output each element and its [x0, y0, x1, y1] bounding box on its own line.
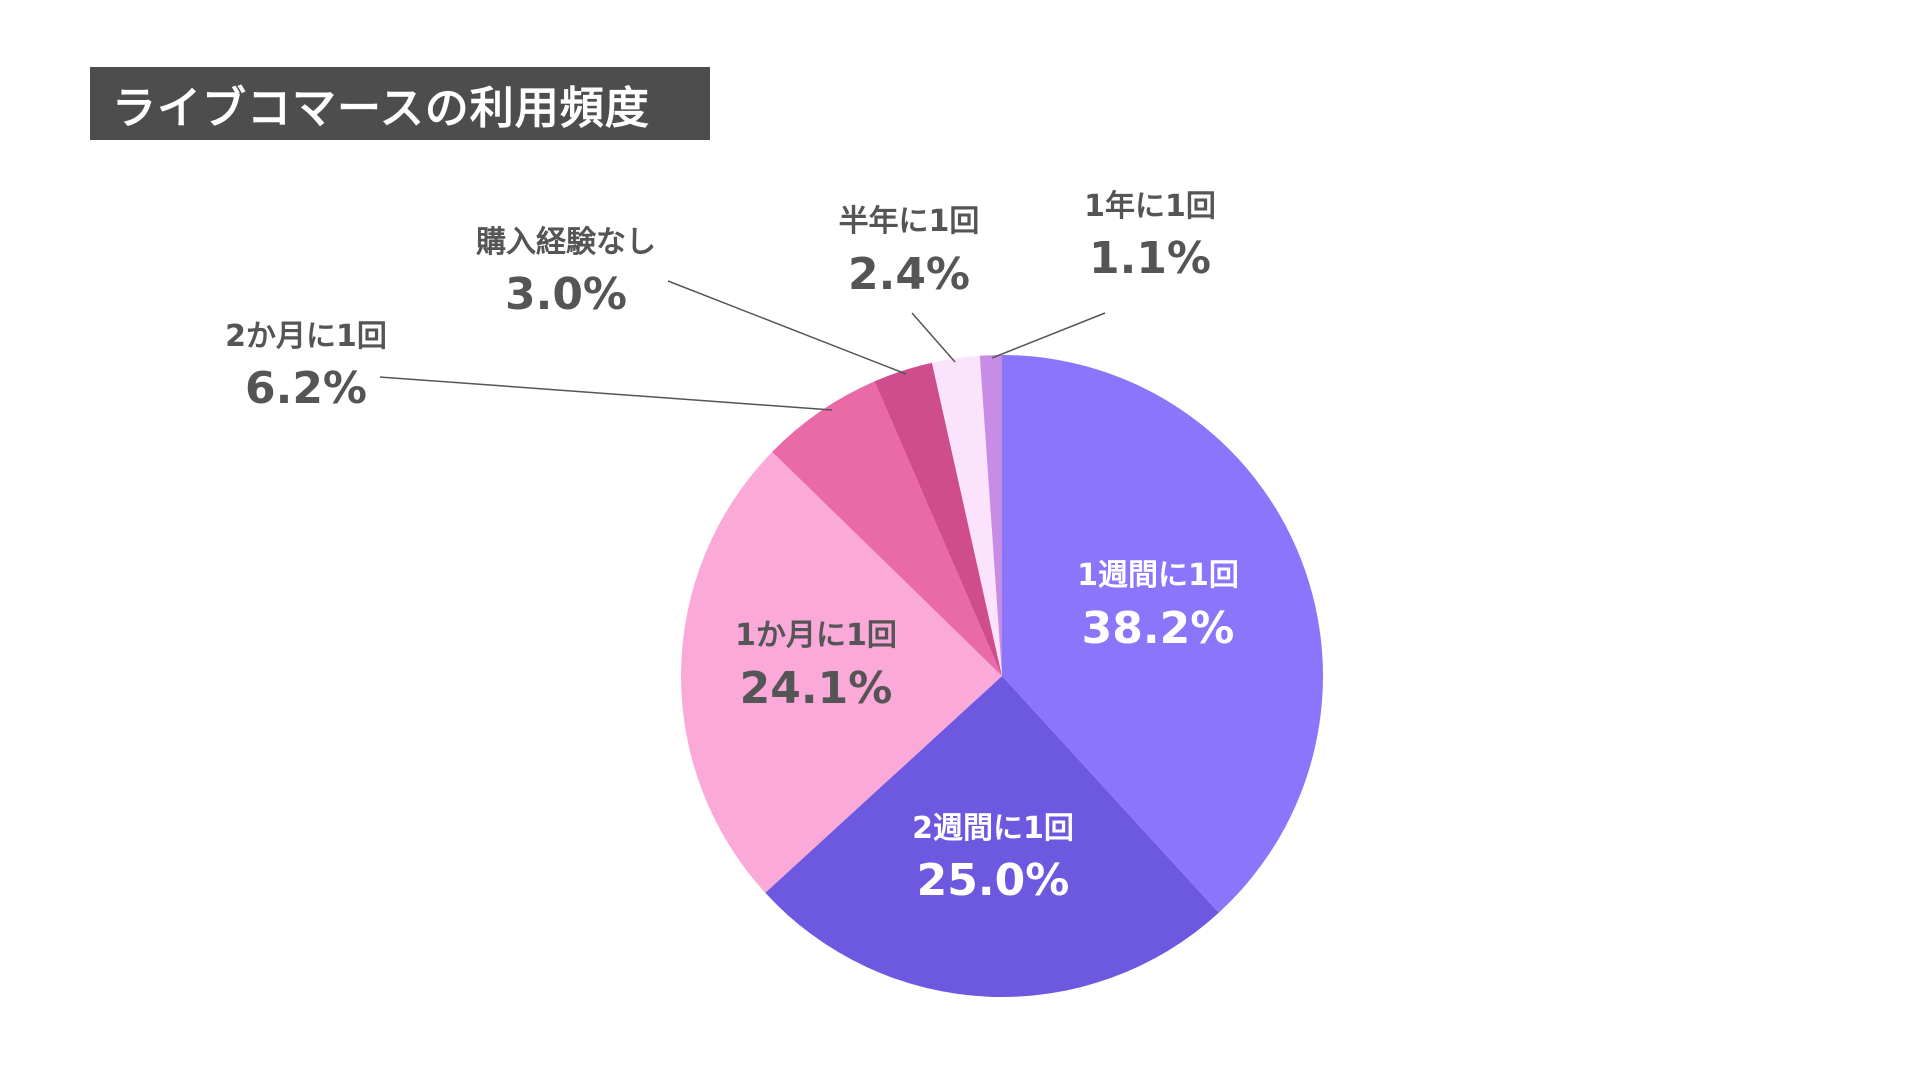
- pie-slice: [765, 676, 1219, 997]
- slice-value-label: 3.0%: [505, 269, 627, 320]
- leader-line: [379, 376, 833, 411]
- pie-slice: [680, 451, 1002, 893]
- slice-category-label: 購入経験なし: [476, 225, 656, 260]
- slice-value-label: 6.2%: [245, 363, 367, 414]
- pie-slice: [1002, 355, 1323, 913]
- leader-lines: [379, 280, 1106, 411]
- slice-category-label: 1年に1回: [1084, 189, 1216, 224]
- slice-labels: 1週間に1回 38.2% 2週間に1回 25.0% 1か月に1回 24.1% 2か月に1回 6…: [225, 189, 1239, 906]
- slice-value-label: 2.4%: [848, 249, 970, 300]
- pie-slices: [680, 355, 1323, 997]
- slice-value-label: 24.1%: [740, 663, 893, 714]
- chart-title: ライブコマースの利用頻度: [112, 82, 650, 134]
- slice-category-label: 1週間に1回: [1077, 558, 1239, 593]
- pie-slice: [931, 355, 1002, 676]
- leader-line: [667, 280, 907, 375]
- pie-slice: [772, 381, 1002, 676]
- chart-title-box: ライブコマースの利用頻度: [90, 67, 710, 140]
- pie-slice: [979, 355, 1002, 676]
- leader-line: [991, 312, 1106, 359]
- pie-slice: [874, 362, 1002, 676]
- leader-line: [911, 312, 956, 363]
- slice-category-label: 半年に1回: [839, 204, 980, 239]
- slice-category-label: 2か月に1回: [225, 319, 387, 354]
- slice-category-label: 2週間に1回: [912, 811, 1074, 846]
- slice-value-label: 38.2%: [1082, 603, 1235, 654]
- slice-value-label: 1.1%: [1089, 233, 1211, 284]
- slice-value-label: 25.0%: [917, 855, 1070, 906]
- slice-category-label: 1か月に1回: [735, 618, 897, 653]
